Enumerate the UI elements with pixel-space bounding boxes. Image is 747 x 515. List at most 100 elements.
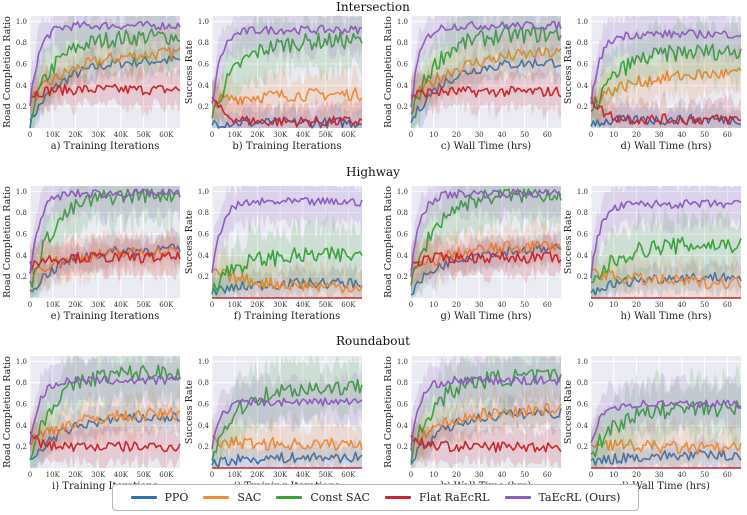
x-tick-label-f-2: 20K	[250, 301, 265, 309]
plot-area-b	[212, 16, 362, 128]
series-band-ppo-h	[591, 256, 741, 298]
x-tick-label-c-1: 10	[429, 131, 438, 139]
legend-swatch-const-sac	[276, 496, 303, 499]
series-line-flat-raecrl-k	[410, 435, 562, 453]
x-tick-label-i-6: 60K	[159, 471, 174, 479]
legend-swatch-sac	[203, 496, 230, 499]
series-line-ppo-k	[410, 408, 562, 465]
x-tick-label-a-4: 40K	[114, 131, 129, 139]
x-tick-label-c-0: 0	[409, 131, 413, 139]
series-band-taecrl-f	[212, 186, 362, 290]
x-tick-label-a-5: 50K	[137, 131, 152, 139]
y-tick-label-j-4: 1.0	[198, 358, 209, 366]
legend-item-taecrl: TaEcRL (Ours)	[504, 491, 620, 504]
x-tick-label-g-1: 10	[429, 301, 438, 309]
series-line-sac-d	[590, 67, 742, 103]
legend-item-sac: SAC	[203, 491, 261, 504]
x-tick-label-d-2: 20	[632, 131, 641, 139]
x-tick-label-a-1: 10K	[46, 131, 61, 139]
x-tick-label-g-4: 40	[497, 301, 506, 309]
y-tick-label-d-4: 1.0	[577, 18, 588, 26]
x-tick-label-j-4: 40K	[296, 471, 311, 479]
y-axis-label-l: Success Rate	[563, 380, 574, 445]
caption-b: b) Training Iterations	[232, 141, 341, 152]
y-tick-label-c-4: 1.0	[397, 18, 408, 26]
series-band-const-sac-h	[591, 202, 741, 298]
series-line-taecrl-f	[211, 196, 363, 274]
series-line-const-sac-g	[410, 188, 562, 286]
x-tick-label-i-1: 10K	[46, 471, 61, 479]
series-line-const-sac-h	[590, 236, 742, 284]
series-line-flat-raecrl-b	[211, 96, 363, 128]
series-band-taecrl-b	[212, 16, 362, 128]
series-band-flat-raecrl-k	[411, 416, 561, 468]
x-tick-label-l-2: 20	[632, 471, 641, 479]
y-tick-label-g-2: 0.6	[397, 231, 409, 239]
y-axis-label-k: Road Completion Ratio	[383, 356, 394, 468]
x-tick-label-j-1: 10K	[228, 471, 243, 479]
series-band-ppo-f	[212, 261, 362, 298]
y-tick-label-k-3: 0.8	[397, 379, 408, 387]
series-line-ppo-c	[410, 58, 562, 124]
series-line-sac-b	[211, 87, 363, 108]
caption-f: f) Training Iterations	[234, 311, 341, 322]
x-tick-label-h-0: 0	[589, 301, 593, 309]
x-tick-label-d-4: 40	[677, 131, 686, 139]
series-line-const-sac-d	[590, 43, 742, 113]
series-line-ppo-a	[29, 55, 181, 129]
x-tick-label-k-5: 50	[520, 471, 529, 479]
y-tick-label-k-0: 0.2	[397, 443, 408, 451]
y-tick-label-d-0: 0.2	[577, 103, 588, 111]
series-line-taecrl-a	[29, 20, 181, 107]
series-line-const-sac-k	[410, 368, 562, 463]
series-band-flat-raecrl-i	[30, 411, 180, 468]
y-tick-label-h-1: 0.4	[577, 252, 589, 260]
y-tick-label-l-3: 0.8	[577, 379, 588, 387]
legend-item-const-sac: Const SAC	[276, 491, 370, 504]
x-tick-label-e-1: 10K	[46, 301, 61, 309]
y-tick-label-k-2: 0.6	[397, 401, 409, 409]
series-line-flat-raecrl-e	[29, 251, 181, 271]
series-band-flat-raecrl-c	[411, 63, 561, 120]
y-tick-label-b-2: 0.6	[198, 61, 210, 69]
caption-l: l) Wall Time (hrs)	[622, 481, 710, 492]
series-line-taecrl-d	[590, 29, 742, 105]
series-band-sac-g	[411, 215, 561, 296]
x-tick-label-i-0: 0	[28, 471, 32, 479]
y-tick-label-l-2: 0.6	[577, 401, 589, 409]
series-line-sac-g	[410, 240, 562, 271]
series-line-sac-c	[410, 46, 562, 100]
legend-item-flat-raecrl: Flat RaEcRL	[384, 491, 489, 504]
series-line-sac-j	[211, 435, 363, 452]
legend-swatch-ppo	[130, 496, 157, 499]
series-line-taecrl-k	[410, 375, 562, 451]
x-tick-label-f-0: 0	[210, 301, 214, 309]
x-tick-label-g-6: 60	[543, 301, 552, 309]
x-tick-label-e-4: 40K	[114, 301, 129, 309]
series-band-const-sac-a	[30, 16, 180, 128]
y-tick-label-h-3: 0.8	[577, 209, 588, 217]
x-tick-label-i-4: 40K	[114, 471, 129, 479]
series-band-taecrl-l	[591, 373, 741, 462]
x-tick-label-b-6: 60K	[341, 131, 356, 139]
series-band-taecrl-g	[411, 186, 561, 298]
x-tick-label-g-5: 50	[520, 301, 529, 309]
y-tick-label-a-1: 0.4	[16, 82, 28, 90]
y-tick-label-g-3: 0.8	[397, 209, 408, 217]
x-tick-label-b-5: 50K	[319, 131, 334, 139]
y-axis-label-d: Success Rate	[563, 40, 574, 105]
y-tick-label-a-2: 0.6	[16, 61, 28, 69]
series-line-taecrl-i	[29, 375, 181, 445]
x-tick-label-c-5: 50	[520, 131, 529, 139]
y-tick-label-j-3: 0.8	[198, 379, 209, 387]
series-band-sac-b	[212, 63, 362, 128]
y-tick-label-l-1: 0.4	[577, 422, 589, 430]
series-line-sac-i	[29, 407, 181, 446]
x-tick-label-l-3: 30	[655, 471, 664, 479]
x-tick-label-b-1: 10K	[228, 131, 243, 139]
y-axis-label-j: Success Rate	[184, 380, 195, 445]
y-axis-label-i: Road Completion Ratio	[2, 356, 13, 468]
series-line-taecrl-c	[410, 20, 562, 108]
y-tick-label-j-0: 0.2	[198, 443, 209, 451]
